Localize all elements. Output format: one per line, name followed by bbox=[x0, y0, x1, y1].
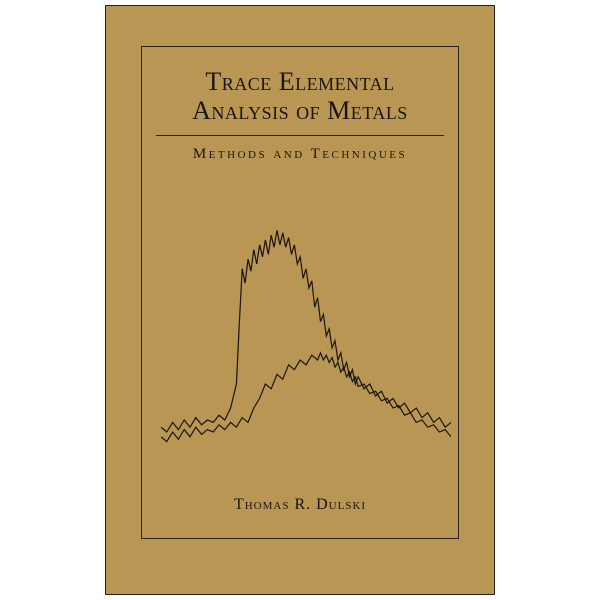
book-cover: Trace Elemental Analysis of Metals Metho… bbox=[105, 5, 495, 595]
series-peak-low bbox=[161, 353, 451, 442]
series-peak-high bbox=[161, 230, 451, 432]
title-block: Trace Elemental Analysis of Metals Metho… bbox=[156, 68, 444, 163]
subtitle: Methods and Techniques bbox=[156, 146, 444, 163]
spectrum-chart bbox=[161, 216, 451, 456]
title-line-1: Trace Elemental bbox=[156, 68, 444, 97]
author: Thomas R. Dulski bbox=[106, 496, 494, 514]
title-line-2: Analysis of Metals bbox=[156, 97, 444, 126]
page-frame: Trace Elemental Analysis of Metals Metho… bbox=[0, 0, 600, 600]
title-rule bbox=[156, 135, 444, 136]
